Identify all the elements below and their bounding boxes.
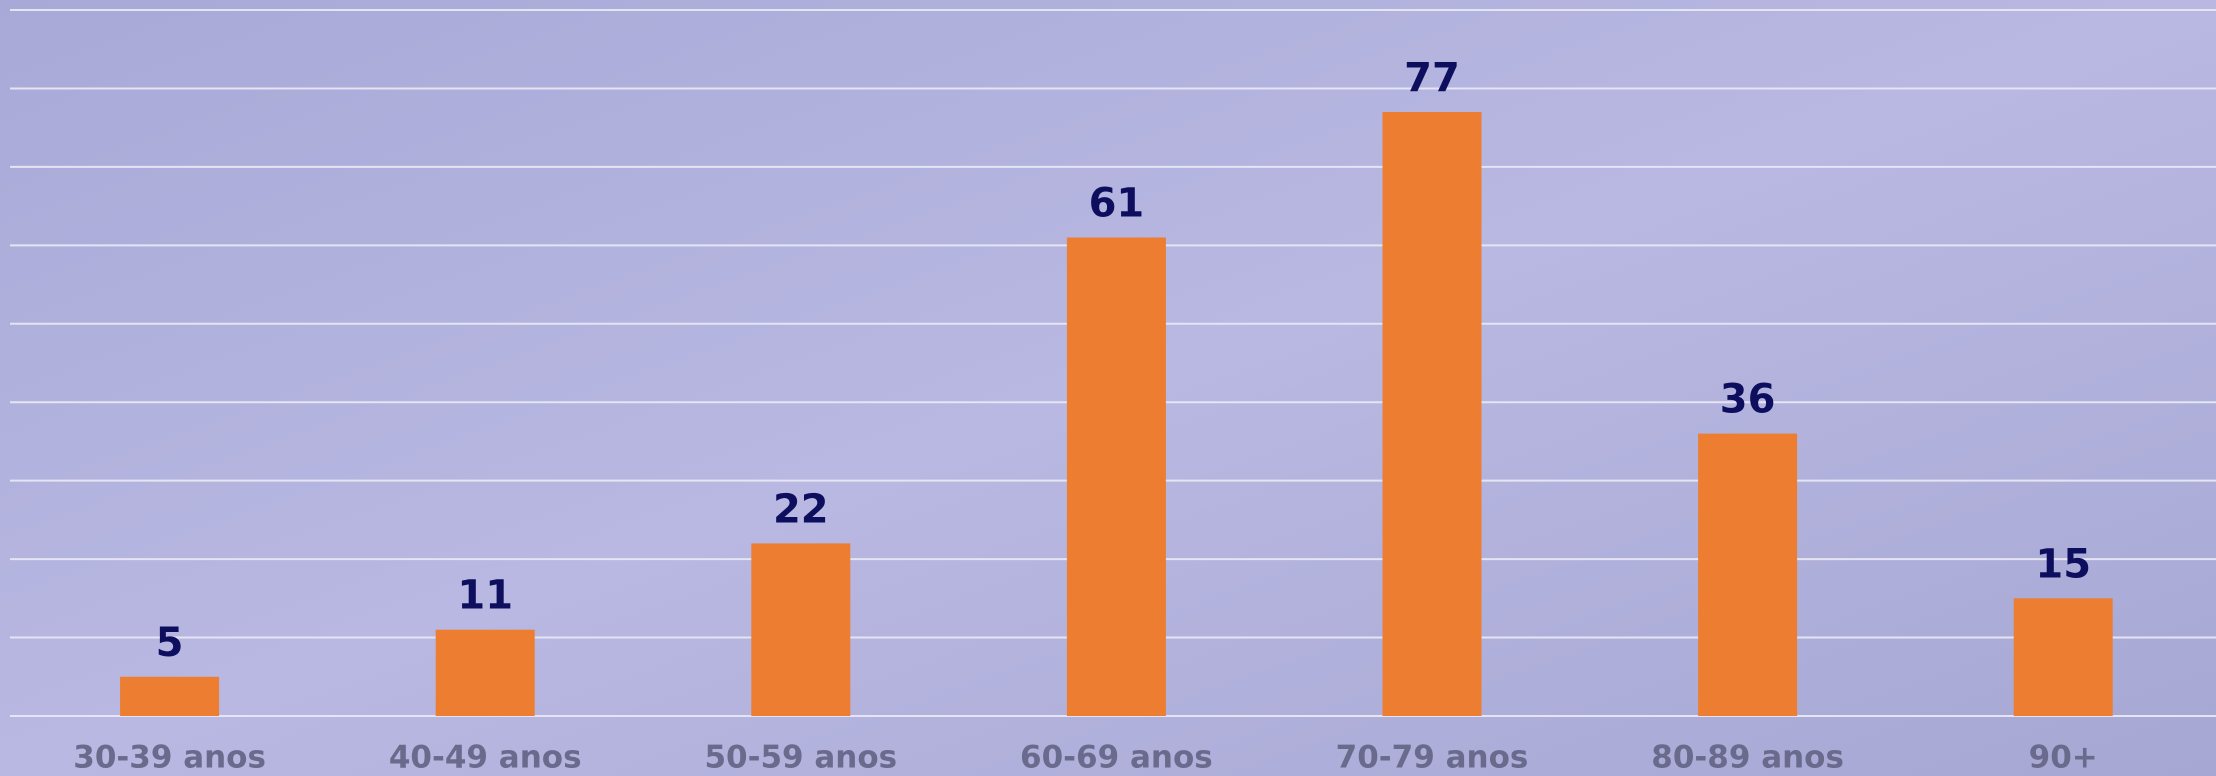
x-tick-label: 90+ (2029, 740, 2098, 776)
chart: 5 30-39 anos 11 40-49 anos 22 50-59 anos 61 60-… (0, 0, 2216, 776)
bar (1067, 237, 1166, 716)
x-tick-label: 60-69 anos (1020, 740, 1213, 776)
data-label: 5 (156, 620, 184, 666)
x-tick-label: 40-49 anos (389, 740, 582, 776)
x-tick-label: 80-89 anos (1651, 740, 1844, 776)
data-label: 22 (773, 486, 829, 532)
data-label: 11 (457, 573, 513, 619)
x-tick-label: 70-79 anos (1336, 740, 1529, 776)
bar (2014, 598, 2113, 716)
x-tick-label: 50-59 anos (704, 740, 897, 776)
data-label: 15 (2035, 541, 2091, 587)
x-tick-label: 30-39 anos (73, 740, 266, 776)
bar (436, 630, 535, 716)
bar (751, 543, 850, 716)
data-label: 36 (1720, 377, 1776, 423)
data-label: 61 (1089, 180, 1145, 226)
bar (1698, 434, 1797, 716)
bar (120, 677, 219, 716)
data-label: 77 (1404, 55, 1460, 101)
bar (1383, 112, 1482, 716)
